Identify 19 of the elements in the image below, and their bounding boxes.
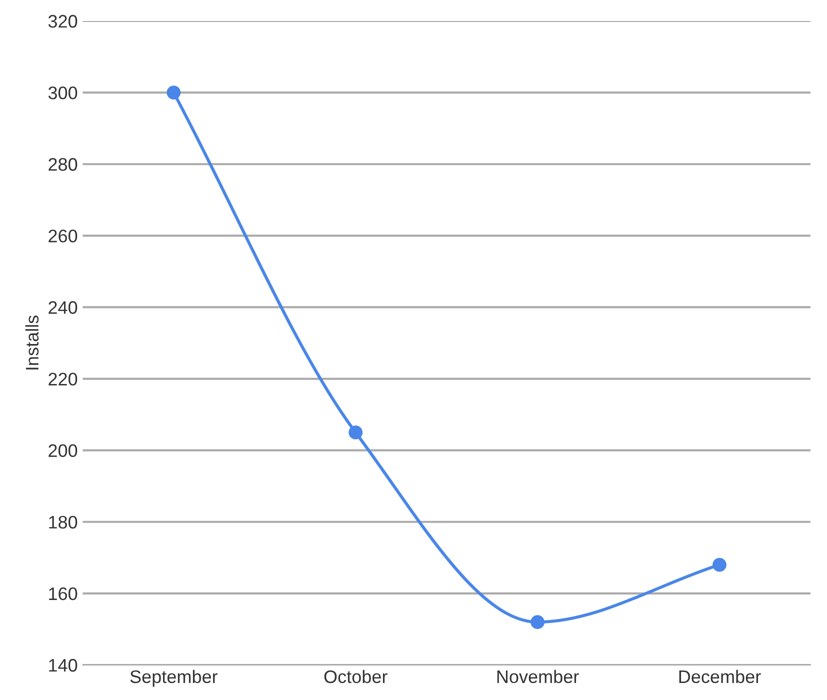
y-tick-label: 280	[48, 158, 78, 171]
y-tick-label: 220	[48, 372, 78, 386]
x-tick-label: December	[679, 670, 761, 684]
y-tick-label: 180	[49, 516, 78, 529]
point	[530, 615, 544, 630]
point	[166, 86, 181, 100]
x-tick-label: September	[130, 670, 218, 687]
y-tick-label: 200	[48, 444, 78, 458]
point	[348, 426, 363, 440]
y-tick-label: 260	[48, 230, 78, 242]
y-tick-label: 140	[49, 658, 78, 672]
x-tick-label: October	[324, 670, 388, 684]
y-tick-label: 240	[48, 301, 78, 314]
y-tick-label: 320	[48, 14, 78, 28]
point	[712, 558, 726, 572]
x-tick-label: November	[497, 670, 579, 684]
y-axis-title: Installs	[25, 316, 39, 370]
y-tick-label: 160	[49, 587, 78, 600]
y-tick-label: 300	[48, 86, 78, 100]
